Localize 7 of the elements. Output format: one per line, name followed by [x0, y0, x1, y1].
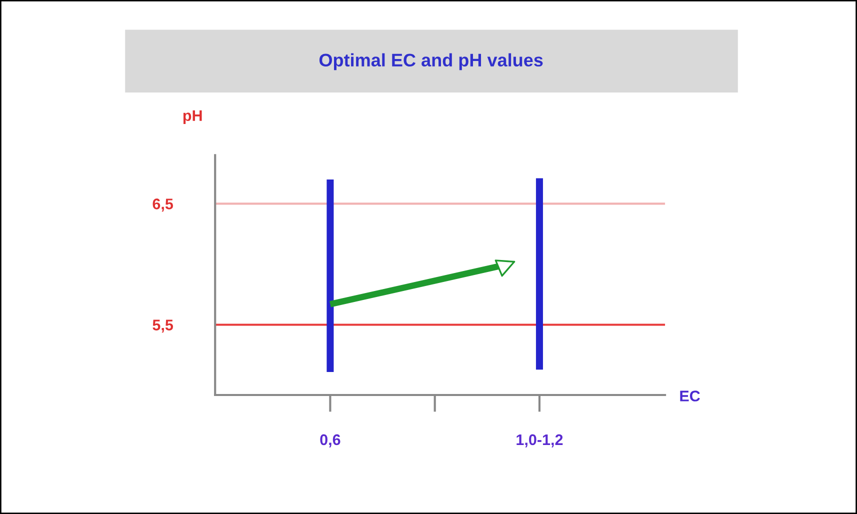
- y-tick-label: 6,5: [152, 198, 174, 212]
- x-axis-title: EC: [680, 390, 700, 402]
- x-tick-label: 0,6: [320, 434, 340, 448]
- y-axis-title: pH: [183, 110, 202, 124]
- x-tick-label: 1,0-1,2: [516, 434, 563, 448]
- y-tick-label: 5,5: [152, 320, 174, 333]
- chart-title: Optimal EC and pH values: [319, 53, 543, 70]
